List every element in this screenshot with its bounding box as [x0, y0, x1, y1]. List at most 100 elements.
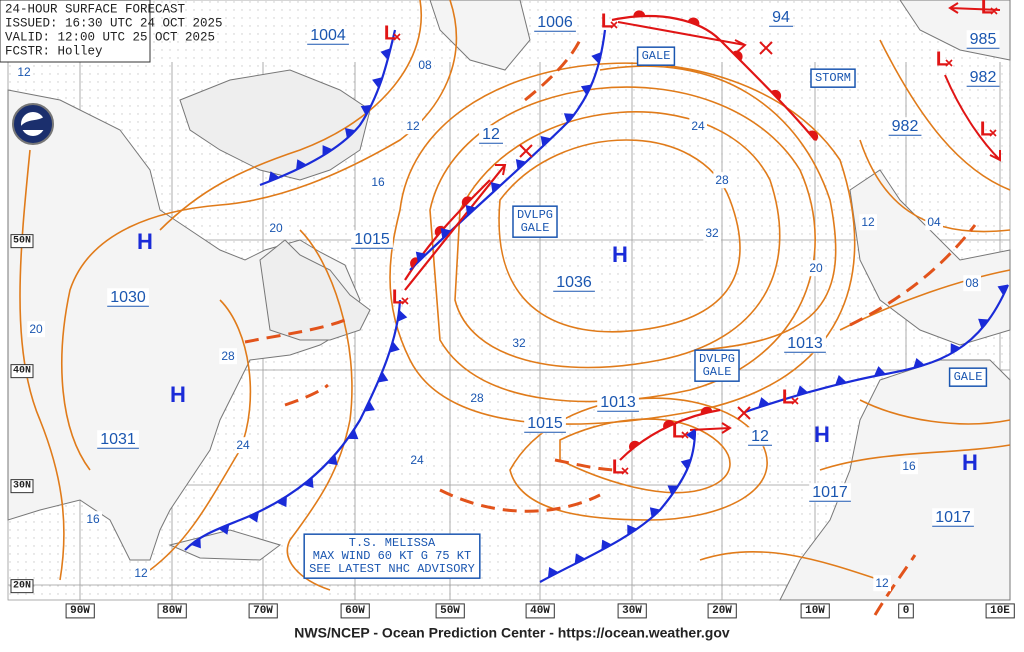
low-cross: [393, 33, 401, 41]
cold-front-pip: [835, 375, 847, 386]
label-box: [307, 26, 349, 46]
cold-front-pip: [874, 366, 886, 377]
pressure-label: 1031: [100, 431, 136, 448]
label-box: [107, 288, 149, 308]
storm-note-line: SEE LATEST NHC ADVISORY: [309, 562, 475, 576]
header-line: ISSUED: 16:30 UTC 24 OCT 2025: [5, 16, 223, 30]
warm-front-pip: [770, 89, 782, 101]
cold-front-pip: [591, 52, 602, 64]
pressure-label: 1013: [787, 335, 823, 352]
warning-text: STORM: [815, 71, 851, 85]
isobar-label: 08: [965, 276, 979, 290]
label-box: [888, 117, 922, 137]
label-box: [553, 273, 595, 293]
storm-note-line: T.S. MELISSA: [349, 536, 436, 550]
cold-front-pip: [247, 511, 259, 523]
low-center: L: [601, 10, 613, 32]
label-box: [525, 603, 555, 619]
label-box: [219, 348, 237, 365]
label-box: [10, 479, 34, 494]
warning-text: GALE: [521, 221, 550, 235]
cold-front-pip: [680, 458, 692, 470]
label-box: [435, 603, 465, 619]
cold-front-pip: [347, 429, 359, 440]
label-box: [713, 172, 731, 189]
pressure-label: 1015: [354, 231, 390, 248]
label-box: [932, 508, 974, 528]
isobar-label: 12: [861, 215, 875, 229]
high-center: H: [962, 450, 978, 475]
label-box: [689, 118, 707, 135]
pressure-label: 982: [970, 69, 997, 86]
low-cross: [621, 467, 629, 475]
cold-front-pip: [372, 77, 383, 89]
header-line: VALID: 12:00 UTC 25 OCT 2025: [5, 30, 215, 44]
label-box: [234, 437, 252, 454]
low-cross: [990, 7, 998, 15]
longitude-label: 10W: [805, 605, 825, 617]
warning: GALE: [954, 370, 983, 384]
label-box: [597, 393, 639, 413]
high-center: H: [170, 382, 186, 407]
low-cross: [401, 297, 409, 305]
label-box: [510, 335, 528, 352]
label-box: [267, 220, 285, 237]
label-box: [15, 64, 33, 81]
troughs: [244, 39, 977, 616]
longitude-label: 60W: [345, 605, 365, 617]
label-box: [800, 603, 830, 619]
noaa-logo: [12, 103, 54, 145]
cold-front-pip: [268, 171, 280, 182]
isobar-label: 12: [17, 65, 31, 79]
warning: GALE: [642, 49, 671, 63]
label-box: [925, 214, 943, 231]
high-center: H: [814, 422, 830, 447]
isobar-label: 32: [705, 226, 719, 240]
low-cross: [681, 431, 689, 439]
label-box: [369, 174, 387, 191]
longitude-label: 10E: [990, 605, 1010, 617]
cold-front-pip: [758, 397, 770, 408]
cold-front-pip: [190, 537, 201, 549]
pressure-label: 1015: [527, 415, 563, 432]
cold-front-pip: [344, 128, 356, 139]
isobar-label: 24: [410, 453, 424, 467]
low-center: L: [612, 456, 624, 478]
label-box: [416, 57, 434, 74]
warning: STORM: [815, 71, 851, 85]
low-center: L: [672, 420, 684, 442]
isobar-label: 20: [809, 261, 823, 275]
pressure-label: 94: [772, 9, 790, 26]
cold-front-pip: [490, 182, 502, 193]
isobar-label: 16: [86, 512, 100, 526]
label-box: [468, 390, 486, 407]
label-box: [340, 603, 370, 619]
warm-front-pip: [808, 130, 819, 142]
cold-front-pip: [276, 496, 287, 508]
isobar-label: 28: [221, 349, 235, 363]
label-box: [617, 603, 647, 619]
isobar-label: 16: [902, 459, 916, 473]
low-center: L: [980, 118, 992, 140]
warm-front-pip: [732, 50, 743, 61]
label-box: [84, 511, 102, 528]
pressure-label: 1017: [812, 484, 848, 501]
low-cross: [791, 397, 799, 405]
cold-front-pip: [978, 318, 989, 330]
low-center: L: [384, 22, 396, 44]
cold-front-pip: [574, 553, 586, 565]
warning-box: [694, 349, 740, 382]
cold-front-pip: [465, 204, 477, 216]
cold-front-pip: [649, 507, 661, 518]
cold-front-pip: [218, 524, 230, 535]
cold-front-pip: [389, 341, 400, 353]
cold-front-pip: [685, 428, 696, 441]
isobar-label: 24: [691, 119, 705, 133]
isobar-label: 28: [715, 173, 729, 187]
isobar-label: 20: [29, 322, 43, 336]
